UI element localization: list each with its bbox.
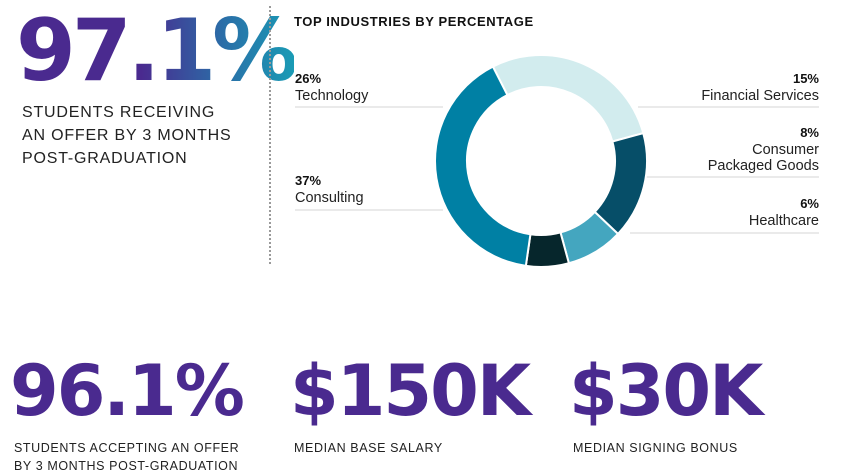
offer-rate-caption-line: STUDENTS RECEIVING (22, 104, 216, 121)
chart-labels: 26% Technology 15% Financial Services 8% Cons… (295, 71, 819, 229)
data-label-name-consumer-packaged-goods: Packaged Goods (708, 158, 819, 174)
chart-leader-lines (295, 106, 819, 234)
signing-bonus-value: $30K (569, 350, 763, 432)
dotted-divider (269, 6, 271, 264)
acceptance-rate-caption-line: BY 3 MONTHS POST-GRADUATION (14, 459, 239, 473)
acceptance-rate-value: 96.1% (10, 350, 245, 432)
slice-healthcare (524, 231, 571, 268)
signing-bonus-caption: MEDIAN SIGNING BONUS (573, 439, 738, 457)
data-label-pct-consulting: 37% (295, 173, 321, 188)
slice-consulting (434, 65, 532, 268)
industries-donut-chart: 26% Technology 15% Financial Services 8% Cons… (295, 54, 819, 268)
data-label-name-financial-services: Financial Services (701, 88, 819, 104)
data-label-name-healthcare: Healthcare (749, 213, 819, 229)
chart-title: TOP INDUSTRIES BY PERCENTAGE (294, 14, 534, 29)
signing-bonus-caption-line: MEDIAN SIGNING BONUS (573, 441, 738, 455)
data-label-pct-consumer-packaged-goods: 8% (800, 125, 819, 140)
data-label-pct-financial-services: 15% (793, 71, 819, 86)
data-label-name-consulting: Consulting (295, 190, 364, 206)
offer-rate-value: 97.1% (16, 1, 298, 101)
median-salary-value: $150K (290, 350, 531, 432)
acceptance-rate-caption-line: STUDENTS ACCEPTING AN OFFER (14, 441, 240, 455)
data-label-pct-healthcare: 6% (800, 196, 819, 211)
median-salary-caption: MEDIAN BASE SALARY (294, 439, 443, 457)
offer-rate-caption-line: AN OFFER BY 3 MONTHS (22, 127, 232, 144)
offer-rate-caption: STUDENTS RECEIVING AN OFFER BY 3 MONTHS … (22, 101, 262, 170)
median-salary-caption-line: MEDIAN BASE SALARY (294, 441, 443, 455)
slice-technology (491, 54, 645, 143)
offer-rate-caption-line: POST-GRADUATION (22, 150, 188, 167)
chart-slices (434, 54, 648, 268)
data-label-name-technology: Technology (295, 88, 369, 104)
data-label-pct-technology: 26% (295, 71, 321, 86)
acceptance-rate-caption: STUDENTS ACCEPTING AN OFFER BY 3 MONTHS … (14, 439, 239, 475)
data-label-name-consumer-packaged-goods: Consumer (752, 142, 819, 158)
